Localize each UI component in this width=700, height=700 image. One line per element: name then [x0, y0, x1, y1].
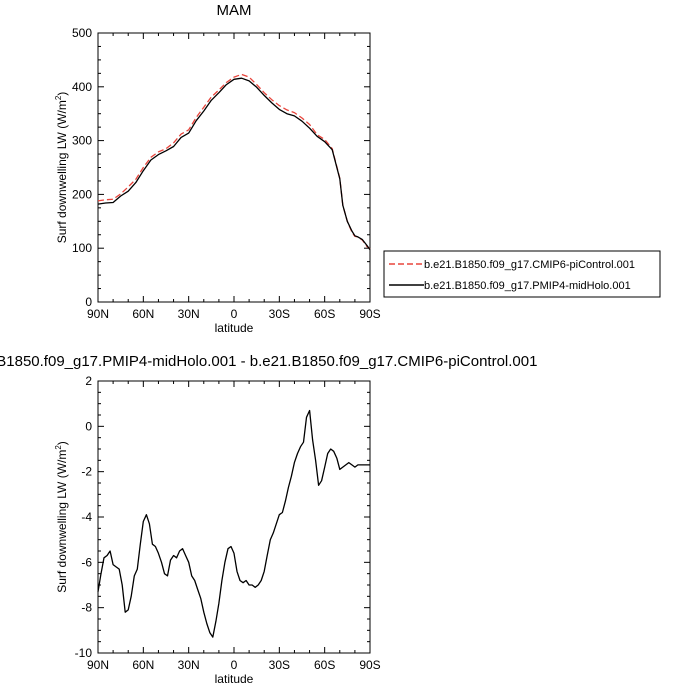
- y-axis-label: Surf downwelling LW (W/m2): [54, 92, 69, 244]
- x-tick-label: 60S: [314, 307, 335, 321]
- y-tick-label: 400: [72, 80, 92, 94]
- x-tick-label: 0: [231, 658, 238, 672]
- x-tick-label: 60N: [132, 307, 154, 321]
- series-line-1: [97, 77, 371, 251]
- plot-frame: [97, 32, 371, 303]
- y-tick-label: 0: [85, 295, 92, 309]
- y-tick-label: -4: [81, 510, 92, 524]
- bottom-plot: b.e21.B1850.f09_g17.PMIP4-midHolo.001 - …: [0, 353, 537, 686]
- x-tick-label: 30S: [269, 307, 290, 321]
- y-tick-label: -6: [81, 555, 92, 569]
- plot-frame: [97, 380, 371, 654]
- legend: b.e21.B1850.f09_g17.CMIP6-piControl.001b…: [383, 250, 661, 298]
- x-axis-label: latitude: [215, 321, 254, 335]
- x-tick-label: 90S: [359, 658, 380, 672]
- y-tick-label: 100: [72, 241, 92, 255]
- y-tick-label: 300: [72, 134, 92, 148]
- x-tick-label: 90N: [87, 658, 109, 672]
- series-line-0: [97, 73, 371, 250]
- y-tick-label: -8: [81, 601, 92, 615]
- x-tick-label: 60N: [132, 658, 154, 672]
- x-tick-label: 0: [231, 307, 238, 321]
- x-tick-label: 90S: [359, 307, 380, 321]
- x-tick-label: 30S: [269, 658, 290, 672]
- x-tick-label: 90N: [87, 307, 109, 321]
- y-tick-label: 0: [85, 419, 92, 433]
- x-axis-label: latitude: [215, 672, 254, 686]
- y-tick-label: 200: [72, 187, 92, 201]
- top-plot: MAM 90N 60N 30N 0 30S 60S 90S 0 100 200 300 400 500 la…: [54, 2, 381, 335]
- y-tick-label: -2: [81, 465, 92, 479]
- x-tick-label: 60S: [314, 658, 335, 672]
- y-tick-label: 500: [72, 26, 92, 40]
- y-axis-label: Surf downwelling LW (W/m2): [54, 441, 69, 593]
- legend-entry-0: b.e21.B1850.f09_g17.CMIP6-piControl.001: [424, 259, 635, 271]
- legend-box: [383, 250, 661, 298]
- x-tick-label: 30N: [178, 307, 200, 321]
- y-tick-label: -10: [75, 646, 93, 660]
- chart-title: MAM: [217, 2, 252, 19]
- chart-title: b.e21.B1850.f09_g17.PMIP4-midHolo.001 - …: [0, 353, 537, 370]
- y-tick-label: 2: [85, 374, 92, 388]
- series-line-0: [97, 409, 370, 638]
- legend-entry-1: b.e21.B1850.f09_g17.PMIP4-midHolo.001: [424, 280, 631, 292]
- x-tick-label: 30N: [178, 658, 200, 672]
